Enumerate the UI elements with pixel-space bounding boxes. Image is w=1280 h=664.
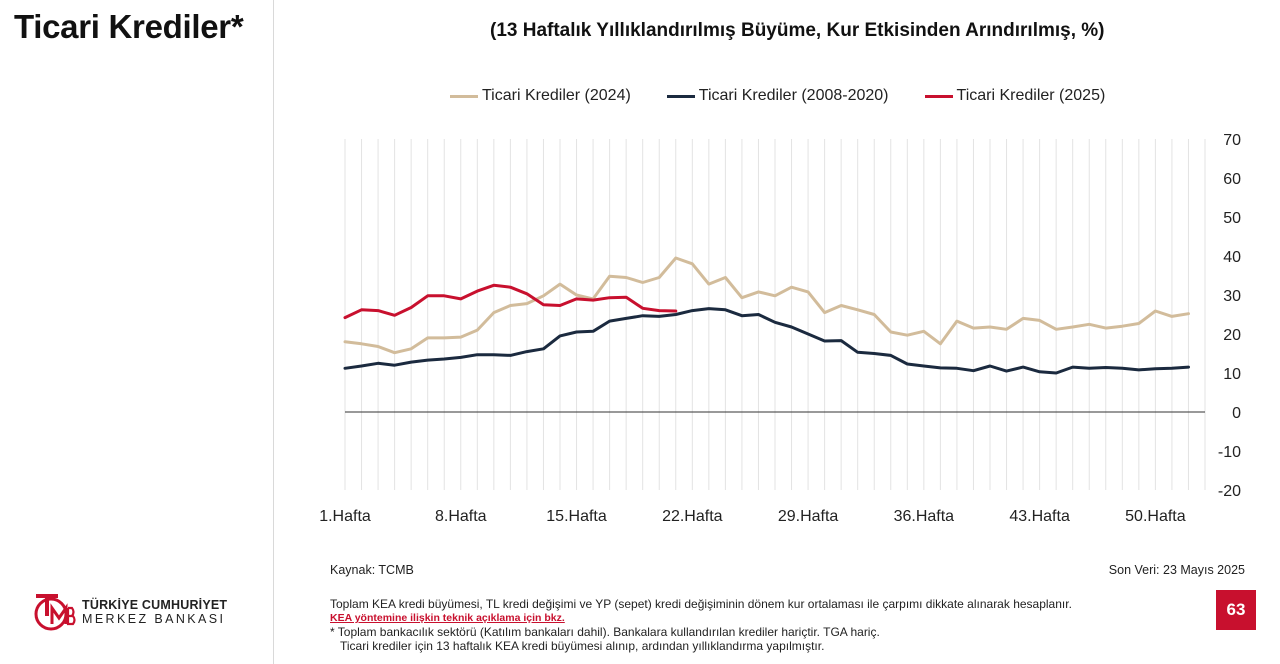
footnote-method: Toplam KEA kredi büyümesi, TL kredi deği… [330,597,1072,611]
tcmb-emblem-icon [34,594,76,631]
page-number: 63 [1216,590,1256,630]
logo-line1: TÜRKİYE CUMHURİYET [82,598,228,612]
tcmb-logo: TÜRKİYE CUMHURİYET MERKEZ BANKASI [32,590,227,634]
legend-swatch-2008-2020 [666,94,695,98]
y-tick-label--10: -10 [1218,444,1241,461]
legend-item-2008-2020: Ticari Krediler (2008-2020) [666,87,889,105]
chart-title: (13 Haftalık Yıllıklandırılmış Büyüme, K… [490,20,1105,41]
legend-label-2008-2020: Ticari Krediler (2008-2020) [698,87,889,104]
x-tick-label-29: 29.Hafta [778,508,839,525]
source-text: Kaynak: TCMB [330,563,414,577]
y-tick-label-70: 70 [1223,132,1241,149]
legend-label-2024: Ticari Krediler (2024) [482,87,631,104]
legend-swatch-2024 [450,94,478,98]
page-title: Ticari Krediler* [14,8,244,45]
x-tick-label-36: 36.Hafta [894,508,955,525]
y-tick-label-20: 20 [1223,327,1241,344]
y-tick-label-10: 10 [1223,366,1241,383]
footnote-annualization: Ticari krediler için 13 haftalık KEA kre… [340,639,825,653]
series-line-2024 [343,256,1190,355]
series-line-2025 [343,283,678,320]
legend-label-2025: Ticari Krediler (2025) [956,87,1106,104]
x-tick-label-43: 43.Hafta [1009,508,1070,525]
y-tick-label--20: -20 [1218,483,1241,500]
y-tick-label-40: 40 [1223,249,1241,266]
y-tick-label-30: 30 [1223,288,1241,305]
x-tick-label-50: 50.Hafta [1125,508,1186,525]
y-tick-label-50: 50 [1223,210,1241,227]
left-panel: Ticari Krediler* TÜRKİYE CUMHURİYET MERK… [0,0,274,664]
y-tick-label-60: 60 [1223,171,1241,188]
chart-legend: Ticari Krediler (2024) Ticari Krediler (… [450,87,1141,105]
logo-line2: MERKEZ BANKASI [82,612,226,626]
legend-item-2025: Ticari Krediler (2025) [924,87,1106,105]
last-data-text: Son Veri: 23 Mayıs 2025 [1108,563,1245,577]
x-tick-label-22: 22.Hafta [662,508,723,525]
series-line-2008-2020 [343,307,1190,375]
footnote-scope: * Toplam bankacılık sektörü (Katılım ban… [330,625,880,639]
x-tick-label-1: 1.Hafta [319,508,371,525]
legend-item-2024: Ticari Krediler (2024) [450,87,631,105]
legend-swatch-2025 [924,94,953,98]
x-tick-label-8: 8.Hafta [435,508,487,525]
y-tick-label-0: 0 [1232,405,1241,422]
technical-note-link[interactable]: KEA yöntemine ilişkin teknik açıklama iç… [330,612,565,624]
footnotes: Toplam KEA kredi büyümesi, TL kredi deği… [330,597,1072,653]
x-tick-label-15: 15.Hafta [546,508,607,525]
